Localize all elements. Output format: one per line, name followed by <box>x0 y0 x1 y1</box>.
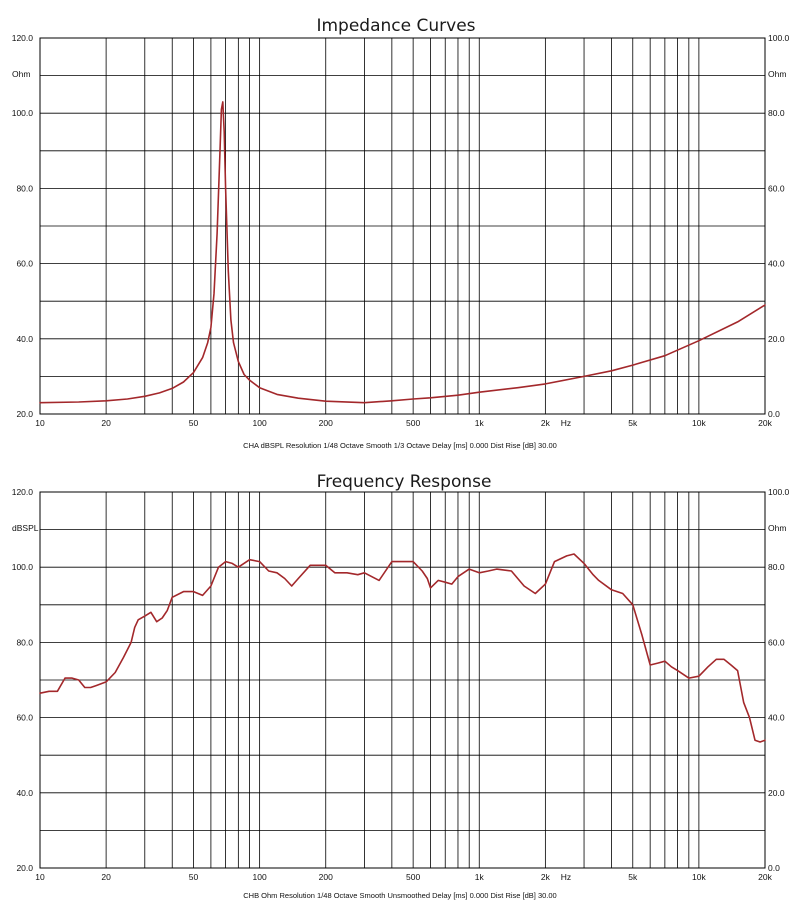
left-tick-label: 60.0 <box>16 259 33 269</box>
x-tick-label: 10 <box>35 418 45 428</box>
x-tick-label: 20k <box>758 872 772 882</box>
right-tick-label: 40.0 <box>768 259 785 269</box>
left-tick-label: 40.0 <box>16 334 33 344</box>
right-unit-label: Ohm <box>768 523 786 533</box>
right-tick-label: 0.0 <box>768 863 780 873</box>
left-unit-label: dBSPL <box>12 523 39 533</box>
right-tick-label: 60.0 <box>768 637 785 647</box>
x-tick-label: 100 <box>253 872 267 882</box>
curve-layer <box>39 553 766 743</box>
left-tick-label: 80.0 <box>16 183 33 193</box>
left-tick-label: 60.0 <box>16 713 33 723</box>
left-tick-label: 100.0 <box>12 108 34 118</box>
x-tick-label: 200 <box>319 872 333 882</box>
right-tick-label: 40.0 <box>768 713 785 723</box>
x-tick-label: 10 <box>35 872 45 882</box>
left-tick-label: 120.0 <box>12 487 34 497</box>
x-tick-label: 500 <box>406 872 420 882</box>
grid <box>39 37 766 415</box>
right-unit-label: Ohm <box>768 69 786 79</box>
series-line <box>39 553 766 743</box>
left-tick-label: 20.0 <box>16 863 33 873</box>
curve-layer <box>39 101 766 404</box>
x-tick-label: 20k <box>758 418 772 428</box>
x-tick-label: 1k <box>475 872 485 882</box>
x-tick-label: 100 <box>253 418 267 428</box>
right-tick-label: 20.0 <box>768 788 785 798</box>
x-unit-label: Hz <box>561 418 571 428</box>
frequency-response-chart: Frequency Response dBSPL Ohm Hz CHB Ohm … <box>12 472 790 900</box>
series-line <box>39 101 766 404</box>
plot-frame <box>39 37 766 415</box>
x-tick-label: 20 <box>101 418 111 428</box>
x-tick-label: 500 <box>406 418 420 428</box>
x-tick-label: 10k <box>692 872 706 882</box>
x-unit-label: Hz <box>561 872 571 882</box>
x-tick-label: 200 <box>319 418 333 428</box>
left-tick-label: 120.0 <box>12 33 34 43</box>
right-tick-label: 20.0 <box>768 334 785 344</box>
left-tick-label: 80.0 <box>16 637 33 647</box>
chart-footer: CHB Ohm Resolution 1/48 Octave Smooth Un… <box>243 891 556 900</box>
x-tick-label: 2k <box>541 418 551 428</box>
right-tick-label: 0.0 <box>768 409 780 419</box>
impedance-chart: Impedance Curves Ohm Ohm Hz CHA dBSPL Re… <box>12 16 790 450</box>
right-tick-label: 80.0 <box>768 108 785 118</box>
right-tick-label: 80.0 <box>768 562 785 572</box>
left-tick-label: 100.0 <box>12 562 34 572</box>
left-unit-label: Ohm <box>12 69 30 79</box>
x-tick-label: 50 <box>189 418 199 428</box>
x-tick-label: 20 <box>101 872 111 882</box>
grid <box>39 491 766 869</box>
chart-title: Frequency Response <box>317 472 492 492</box>
tick-labels: 120.0100.080.060.040.020.0100.080.060.04… <box>12 487 790 882</box>
chart-footer: CHA dBSPL Resolution 1/48 Octave Smooth … <box>243 441 557 450</box>
chart-title: Impedance Curves <box>316 16 475 36</box>
left-tick-label: 20.0 <box>16 409 33 419</box>
tick-labels: 120.0100.080.060.040.020.0100.080.060.04… <box>12 33 790 428</box>
x-tick-label: 10k <box>692 418 706 428</box>
x-tick-label: 5k <box>628 872 638 882</box>
plot-frame <box>39 491 766 869</box>
x-tick-label: 50 <box>189 872 199 882</box>
x-tick-label: 1k <box>475 418 485 428</box>
x-tick-label: 2k <box>541 872 551 882</box>
right-tick-label: 100.0 <box>768 33 790 43</box>
right-tick-label: 60.0 <box>768 183 785 193</box>
right-tick-label: 100.0 <box>768 487 790 497</box>
left-tick-label: 40.0 <box>16 788 33 798</box>
x-tick-label: 5k <box>628 418 638 428</box>
